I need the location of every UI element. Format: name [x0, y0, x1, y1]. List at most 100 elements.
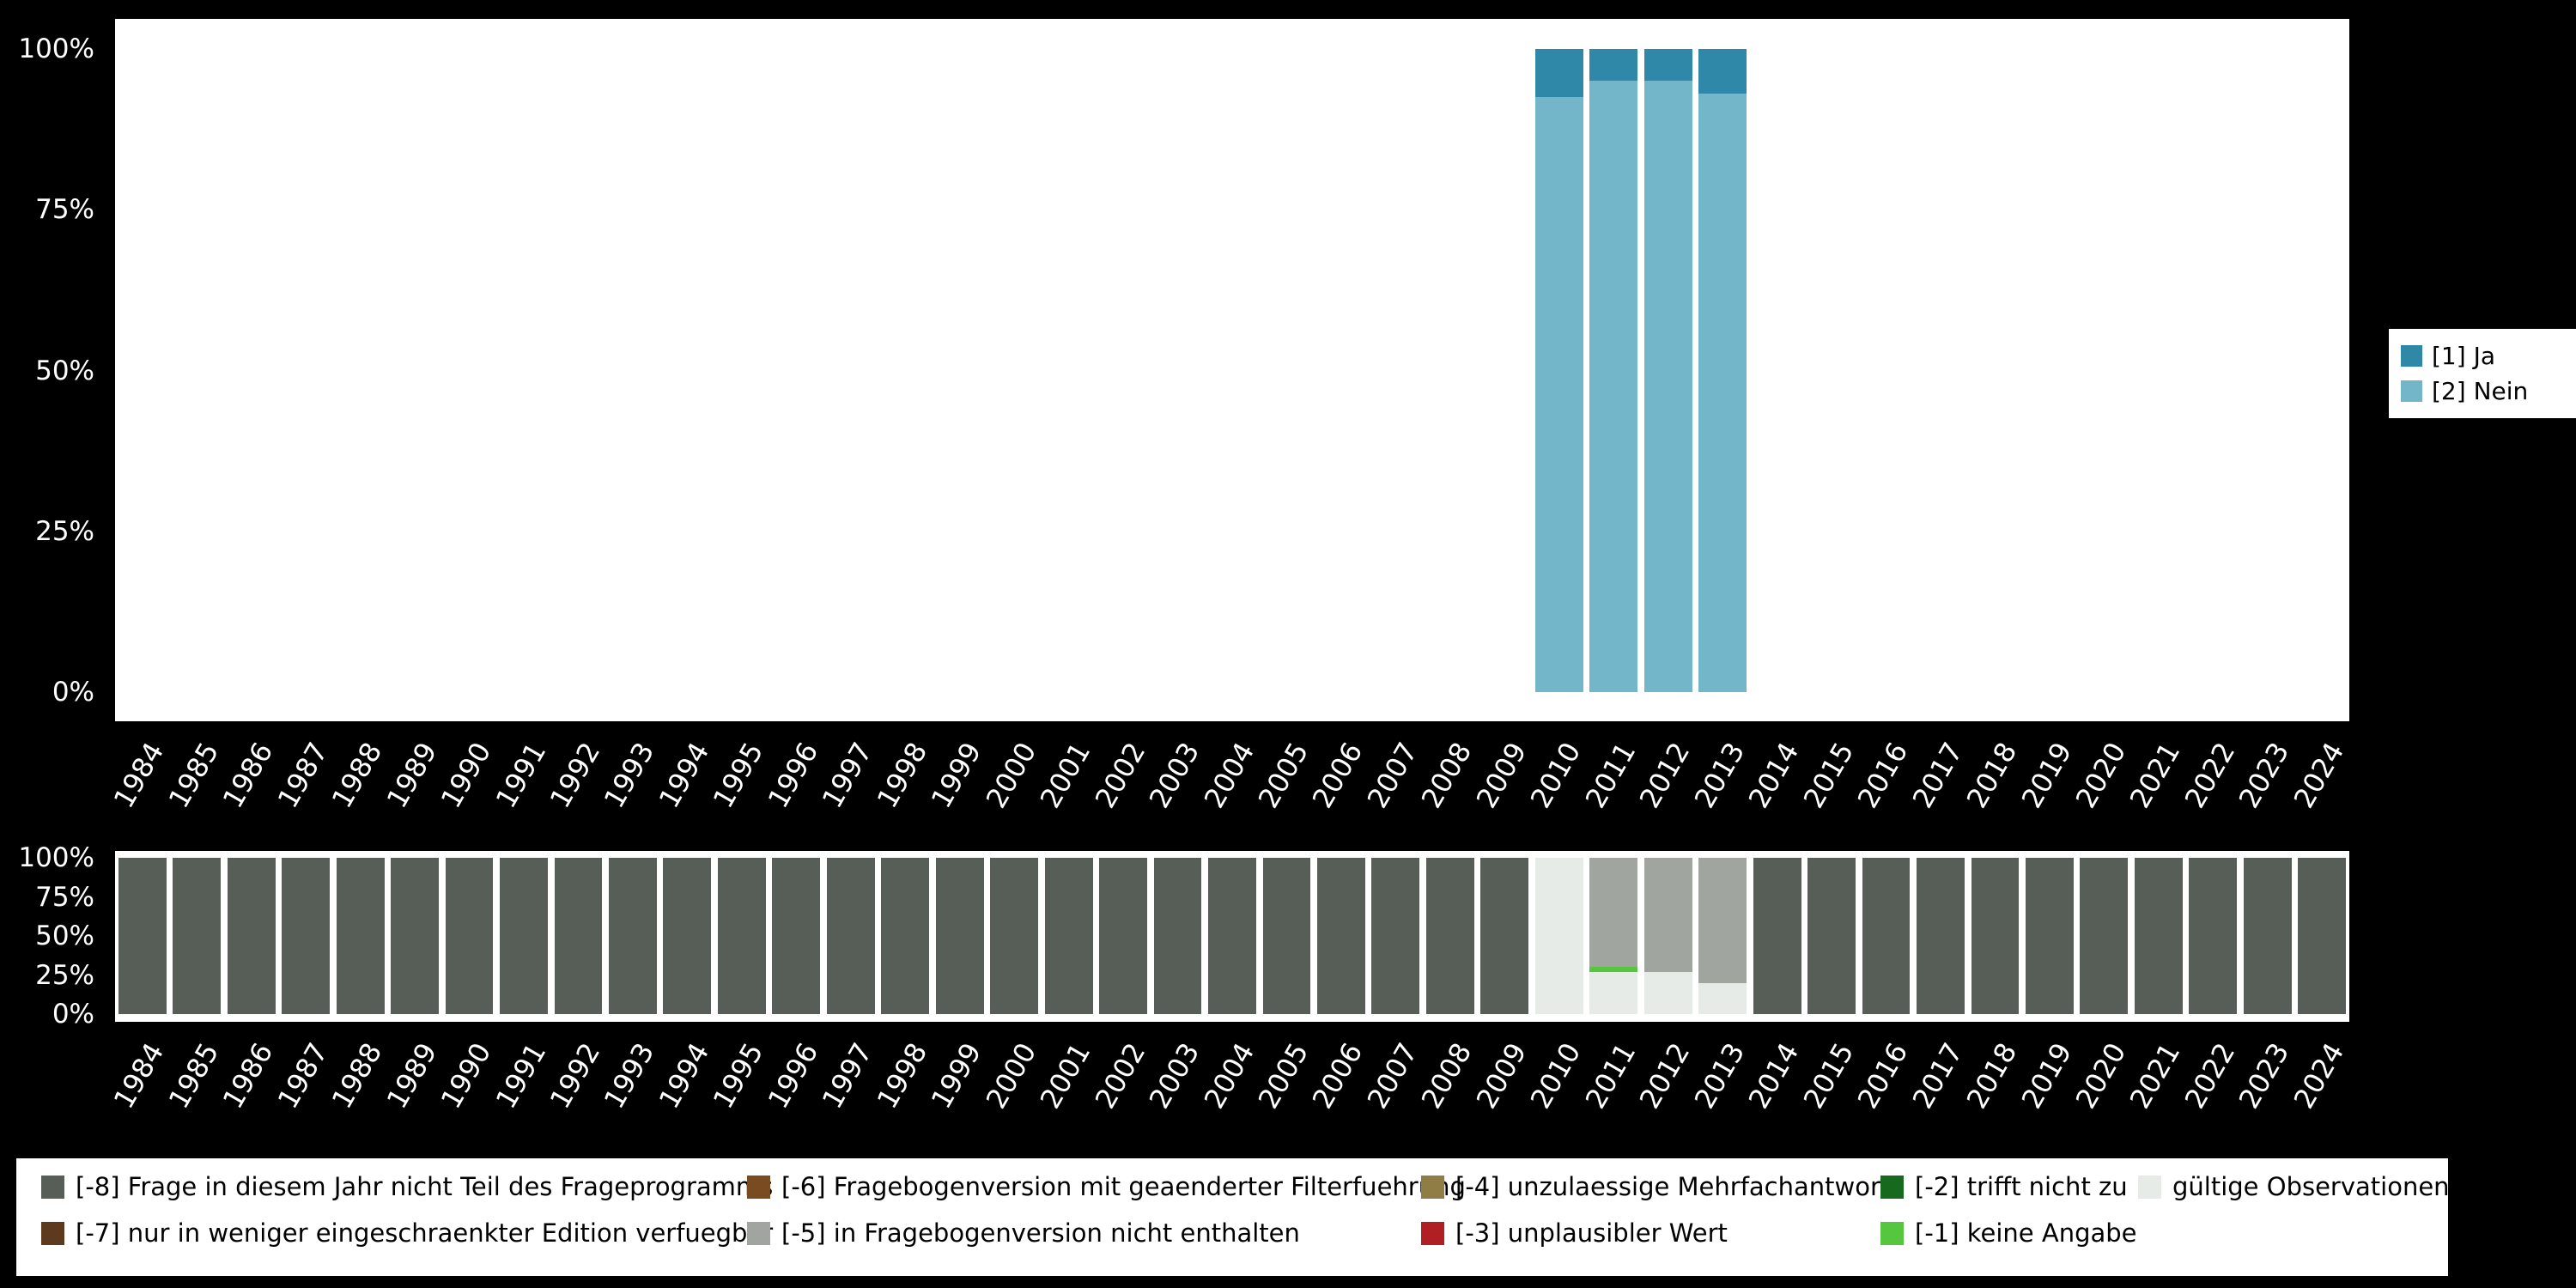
x-tick-label: 1993 — [598, 1037, 661, 1115]
bar-segment — [935, 858, 984, 1014]
x-tick-label: 2012 — [1632, 737, 1697, 814]
bar-segment — [391, 858, 439, 1014]
bar-1990 — [445, 858, 494, 1014]
x-tick-label: 2016 — [1850, 1037, 1915, 1115]
bar-1993 — [608, 858, 657, 1014]
x-tick-label: 2019 — [2014, 737, 2078, 814]
bar-2023 — [2243, 858, 2292, 1014]
x-tick-label: 2003 — [1142, 1037, 1206, 1115]
x-tick-label: 2023 — [2233, 737, 2296, 814]
bar-1997 — [826, 858, 875, 1014]
x-tick-label: 1985 — [161, 1037, 226, 1115]
x-tick-label: 2022 — [2178, 737, 2242, 814]
x-tick-label: 2015 — [1796, 1037, 1861, 1115]
bar-1996 — [772, 858, 821, 1014]
x-tick-label: 2006 — [1306, 1037, 1370, 1115]
x-tick-label: 1990 — [434, 1037, 498, 1115]
bar-2017 — [1917, 858, 1965, 1014]
bar-segment — [2189, 858, 2238, 1014]
bar-segment — [1698, 982, 1747, 1014]
x-tick-label: 2014 — [1741, 737, 1806, 814]
bar-2016 — [1862, 858, 1911, 1014]
bar-segment — [2026, 858, 2074, 1014]
bar-2010 — [1534, 49, 1583, 692]
y-tick-label: 75% — [35, 194, 94, 226]
x-tick-label: 2003 — [1142, 737, 1206, 814]
x-tick-label: 1994 — [652, 1037, 716, 1115]
x-tick-label: 2011 — [1578, 737, 1643, 814]
values-chart-x-axis: 1984 1985 1986 1987 1988 1989 1990 1991 1992 1993… — [107, 728, 2350, 853]
x-tick-label: 1997 — [816, 1037, 879, 1115]
legend-label: [-2] trifft nicht zu — [1915, 1172, 2128, 1201]
bar-2013 — [1698, 858, 1747, 1014]
x-tick-label: 2008 — [1415, 1037, 1479, 1115]
legend-swatch — [1421, 1221, 1444, 1245]
legend-swatch — [2138, 1175, 2161, 1199]
legend-swatch — [2401, 380, 2422, 402]
x-tick-label: 2004 — [1197, 1037, 1261, 1115]
x-tick-label: 2005 — [1251, 1037, 1315, 1115]
bar-1986 — [227, 858, 276, 1014]
values-chart-bars — [115, 49, 2349, 692]
x-tick-label: 1995 — [707, 1037, 770, 1115]
x-tick-label: 2017 — [1905, 1037, 1969, 1115]
legend-item: [-5] in Fragebogenversion nicht enthalte… — [747, 1218, 1300, 1248]
bar-segment — [1425, 858, 1474, 1014]
bar-2001 — [1044, 858, 1093, 1014]
bar-1992 — [554, 858, 603, 1014]
x-tick-label: 1996 — [761, 737, 825, 814]
x-tick-label: 2002 — [1088, 1037, 1151, 1115]
x-tick-label: 1988 — [325, 1037, 389, 1115]
x-tick-label: 2015 — [1796, 737, 1861, 814]
x-tick-label: 2021 — [2123, 1037, 2187, 1115]
legend-swatch — [1880, 1221, 1904, 1245]
x-tick-label: 2010 — [1524, 737, 1588, 814]
bar-segment — [1862, 858, 1911, 1014]
bar-1995 — [717, 858, 766, 1014]
bar-2010 — [1534, 858, 1583, 1014]
x-tick-label: 2013 — [1687, 1037, 1752, 1115]
legend-swatch — [1421, 1175, 1444, 1199]
bar-segment — [445, 858, 494, 1014]
legend-label: [-4] unzulaessige Mehrfachantwort — [1455, 1172, 1891, 1201]
x-tick-label: 2014 — [1741, 1037, 1806, 1115]
missings-chart-plot — [115, 851, 2349, 1022]
x-tick-label: 2018 — [1959, 737, 2024, 814]
bar-segment — [608, 858, 657, 1014]
bar-segment — [1480, 858, 1529, 1014]
y-tick-label: 25% — [35, 515, 94, 547]
legend-swatch — [747, 1221, 770, 1245]
legend-swatch — [1880, 1175, 1904, 1199]
bar-2011 — [1589, 858, 1638, 1014]
bar-segment — [227, 858, 276, 1014]
legend-item: [-8] Frage in diesem Jahr nicht Teil des… — [41, 1172, 773, 1201]
legend-item: [-6] Fragebogenversion mit geaenderter F… — [747, 1172, 1466, 1201]
bar-segment — [717, 858, 766, 1014]
legend-label: [-5] in Fragebogenversion nicht enthalte… — [781, 1218, 1300, 1248]
bar-segment — [2243, 858, 2292, 1014]
x-tick-label: 1991 — [489, 1037, 552, 1115]
x-tick-label: 2009 — [1469, 1037, 1534, 1115]
y-tick-label: 50% — [35, 920, 94, 951]
bar-2015 — [1807, 858, 1856, 1014]
bar-2000 — [990, 858, 1039, 1014]
y-tick-label: 75% — [35, 881, 94, 913]
x-tick-label: 1998 — [870, 737, 934, 814]
bar-2002 — [1099, 858, 1147, 1014]
legend-item: [-3] unplausibler Wert — [1421, 1218, 1728, 1248]
x-tick-label: 1999 — [924, 737, 988, 814]
legend-swatch — [41, 1221, 64, 1245]
bar-2007 — [1371, 858, 1420, 1014]
x-tick-label: 1985 — [161, 737, 226, 814]
bar-segment — [2080, 858, 2129, 1014]
x-tick-label: 2000 — [979, 1037, 1043, 1115]
x-tick-label: 1991 — [489, 737, 552, 814]
missings-chart-y-axis: 100% 75% 50% 25% 0% — [0, 842, 105, 1030]
x-tick-label: 1993 — [598, 737, 661, 814]
bar-1987 — [282, 858, 331, 1014]
x-tick-label: 1987 — [270, 1037, 335, 1115]
bar-2024 — [2298, 858, 2347, 1014]
x-tick-label: 2000 — [979, 737, 1043, 814]
legend-swatch — [41, 1175, 64, 1199]
bar-segment — [118, 858, 167, 1014]
